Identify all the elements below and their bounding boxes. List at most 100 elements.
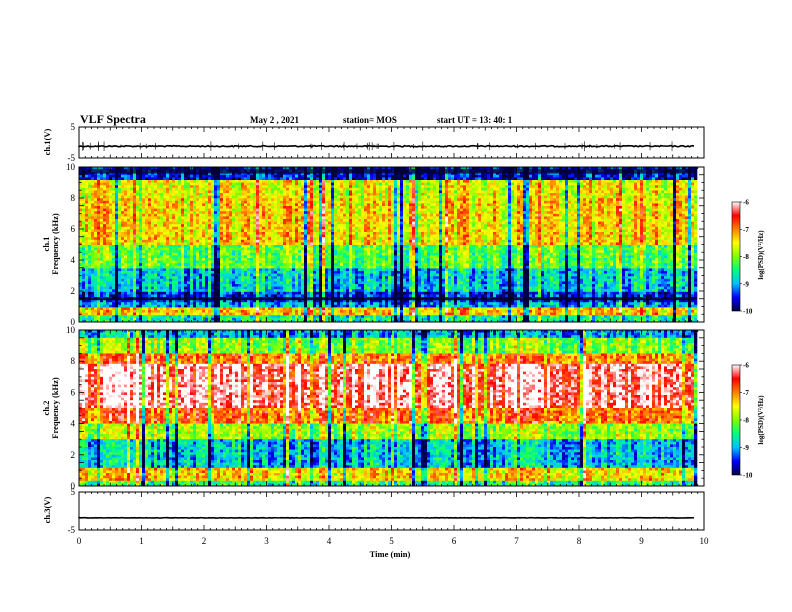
spectrogram-cell [148, 317, 152, 321]
spectrogram-cell [247, 187, 251, 191]
spectrogram-cell [253, 299, 257, 303]
spectrogram-cell [178, 239, 182, 243]
spectrogram-cell [166, 226, 170, 230]
spectrogram-cell [193, 310, 197, 313]
spectrogram-cell [265, 271, 269, 274]
spectrogram-cell [82, 247, 86, 251]
spectrogram-cell [217, 315, 221, 319]
spectrogram-cell [283, 203, 287, 207]
spectrogram-cell [271, 232, 275, 235]
spectrogram-cell [256, 193, 260, 196]
spectrogram-cell [244, 242, 248, 246]
spectrogram-cell [268, 310, 272, 313]
spectrogram-cell [175, 200, 179, 204]
spectrogram-cell [277, 177, 281, 181]
spectrogram-cell [118, 216, 122, 220]
spectrogram-cell [304, 286, 308, 290]
spectrogram-cell [310, 237, 314, 241]
spectrogram-cell [112, 278, 116, 282]
spectrogram-cell [241, 286, 245, 290]
spectrogram-cell [280, 258, 284, 261]
spectrogram-cell [208, 232, 212, 235]
spectrogram-cell [88, 289, 92, 293]
spectrogram-cell [115, 203, 119, 207]
spectrogram-cell [97, 239, 101, 243]
spectrogram-cell [247, 208, 251, 212]
spectrogram-cell [187, 219, 191, 222]
spectrogram-cell [262, 195, 266, 199]
spectrogram-cell [295, 229, 299, 233]
spectrogram-cell [166, 273, 170, 277]
spectrogram-cell [142, 289, 146, 293]
spectrogram-cell [304, 232, 308, 235]
spectrogram-cell [148, 226, 152, 230]
spectrogram-cell [202, 304, 206, 308]
spectrogram-cell [298, 260, 302, 264]
spectrogram-cell [307, 312, 311, 316]
spectrogram-cell [82, 276, 86, 280]
spectrogram-cell [109, 221, 113, 225]
spectrogram-cell [124, 242, 128, 246]
spectrogram-cell [214, 195, 218, 199]
spectrogram-cell [310, 268, 314, 272]
spectrogram-cell [208, 167, 212, 170]
spectrogram-cell [274, 247, 278, 251]
spectrogram-cell [145, 299, 149, 303]
spectrogram-cell [238, 242, 242, 246]
spectrogram-cell [79, 239, 83, 243]
spectrogram-cell [241, 312, 245, 316]
spectrogram-cell [301, 312, 305, 316]
spectrogram-cell [289, 291, 293, 295]
spectrogram-cell [133, 193, 137, 196]
spectrogram-cell [103, 265, 107, 269]
spectrogram-cell [301, 219, 305, 222]
spectrogram-cell [178, 211, 182, 215]
spectrogram-cell [199, 219, 203, 222]
spectrogram-cell [250, 278, 254, 282]
spectrogram-cell [154, 265, 158, 269]
spectrogram-cell [190, 245, 194, 248]
spectrogram-cell [280, 252, 284, 256]
spectrogram-cell [271, 221, 275, 225]
spectrogram-cell [208, 198, 212, 202]
spectrogram-cell [217, 281, 221, 285]
spectrogram-cell [220, 273, 224, 277]
spectrogram-cell [127, 203, 131, 207]
spectrogram-cell [259, 258, 263, 261]
spectrogram-cell [274, 185, 278, 189]
spectrogram-cell [253, 198, 257, 202]
spectrogram-cell [148, 200, 152, 204]
spectrogram-cell [205, 167, 209, 170]
spectrogram-cell [250, 320, 254, 322]
spectrogram-cell [229, 167, 233, 170]
spectrogram-cell [103, 250, 107, 254]
spectrogram-cell [256, 271, 260, 274]
spectrogram-cell [172, 229, 176, 233]
spectrogram-cell [103, 252, 107, 256]
spectrogram-cell [292, 206, 296, 209]
spectrogram-cell [85, 260, 89, 264]
spectrogram-cell [130, 278, 134, 282]
spectrogram-cell [160, 167, 164, 170]
spectrogram-cell [265, 224, 269, 228]
spectrogram-cell [157, 255, 161, 259]
spectrogram-cell [253, 190, 257, 194]
spectrogram-cell [193, 177, 197, 181]
spectrogram-cell [163, 294, 167, 298]
spectrogram-cell [142, 226, 146, 230]
spectrogram-cell [310, 187, 314, 191]
spectrogram-cell [169, 185, 173, 189]
spectrogram-cell [82, 250, 86, 254]
spectrogram-cell [238, 284, 242, 287]
spectrogram-cell [115, 263, 119, 267]
spectrogram-cell [151, 250, 155, 254]
spectrogram-cell [118, 281, 122, 285]
spectrogram-cell [232, 245, 236, 248]
spectrogram-cell [268, 284, 272, 287]
spectrogram-cell [100, 304, 104, 308]
spectrogram-cell [217, 177, 221, 181]
spectrogram-cell [121, 182, 125, 186]
spectrogram-cell [91, 226, 95, 230]
spectrogram-cell [271, 317, 275, 321]
